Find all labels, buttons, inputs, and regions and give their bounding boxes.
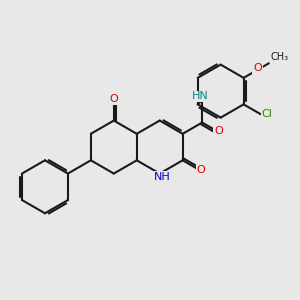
- Text: Cl: Cl: [262, 109, 273, 119]
- Text: O: O: [110, 94, 118, 104]
- Text: O: O: [214, 126, 223, 136]
- Text: O: O: [197, 165, 206, 175]
- Text: CH₃: CH₃: [270, 52, 289, 62]
- Text: HN: HN: [192, 92, 209, 101]
- Text: O: O: [253, 63, 262, 73]
- Text: NH: NH: [154, 172, 171, 182]
